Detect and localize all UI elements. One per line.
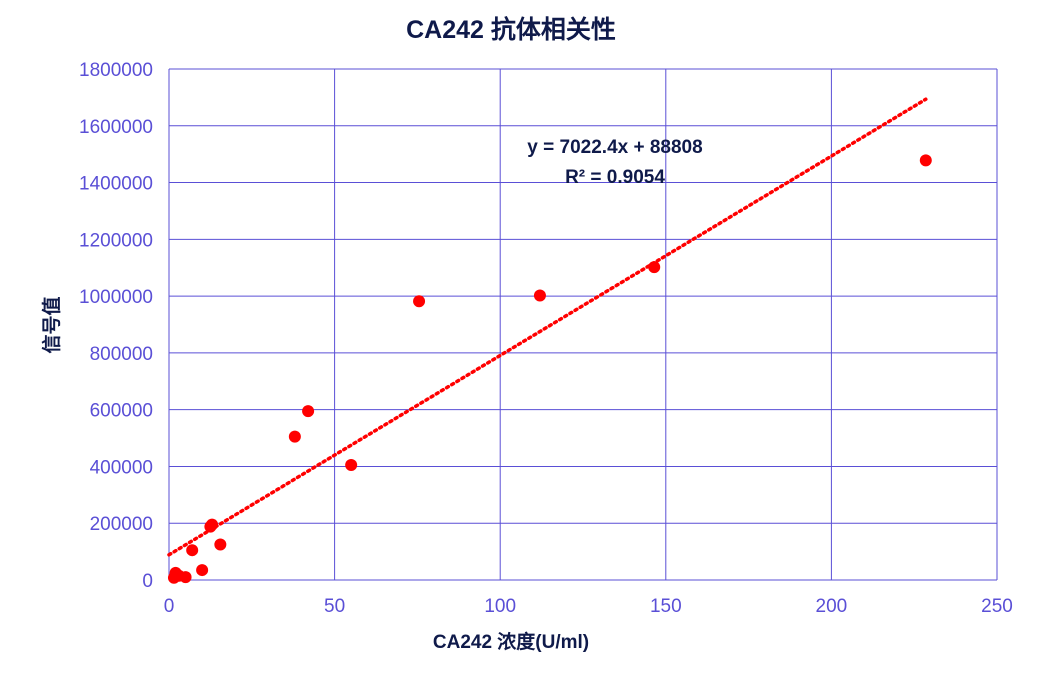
tick-labels: 0 200000 400000 600000 800000 1000000 1200000 1… xyxy=(79,60,1013,617)
y-tick-label: 1600000 xyxy=(79,117,153,138)
x-tick-label: 50 xyxy=(324,596,345,617)
y-tick-label: 1000000 xyxy=(79,287,153,308)
data-points xyxy=(167,154,932,584)
y-tick-label: 1200000 xyxy=(79,230,153,251)
data-point xyxy=(413,295,426,308)
x-tick-label: 150 xyxy=(650,596,682,617)
y-axis-title: 信号值 xyxy=(40,296,63,353)
x-tick-label: 200 xyxy=(816,596,848,617)
data-point xyxy=(214,538,227,551)
trendline xyxy=(167,97,928,557)
x-tick-label: 250 xyxy=(981,596,1013,617)
data-point xyxy=(302,405,315,418)
y-tick-label: 0 xyxy=(142,571,153,592)
data-point xyxy=(533,289,546,302)
trendline-equation: y = 7022.4x + 88808 xyxy=(527,137,702,158)
data-point xyxy=(179,571,192,584)
x-tick-label: 100 xyxy=(484,596,516,617)
x-tick-label: 0 xyxy=(164,596,175,617)
chart-title: CA242 抗体相关性 xyxy=(406,15,616,44)
trendline-r-squared: R² = 0.9054 xyxy=(565,167,665,188)
data-point xyxy=(196,564,209,577)
y-tick-label: 1800000 xyxy=(79,60,153,81)
x-axis-title: CA242 浓度(U/ml) xyxy=(433,630,589,653)
y-tick-label: 200000 xyxy=(90,514,153,535)
y-tick-label: 1400000 xyxy=(79,174,153,195)
data-point xyxy=(345,459,358,472)
data-point xyxy=(206,518,219,531)
data-point xyxy=(919,154,932,167)
grid xyxy=(168,68,998,581)
data-point xyxy=(648,261,661,274)
y-tick-label: 600000 xyxy=(90,401,153,422)
data-point xyxy=(186,544,199,557)
y-tick-label: 400000 xyxy=(90,457,153,478)
trendline-layer xyxy=(167,97,928,557)
y-tick-label: 800000 xyxy=(90,344,153,365)
data-point xyxy=(288,430,301,443)
